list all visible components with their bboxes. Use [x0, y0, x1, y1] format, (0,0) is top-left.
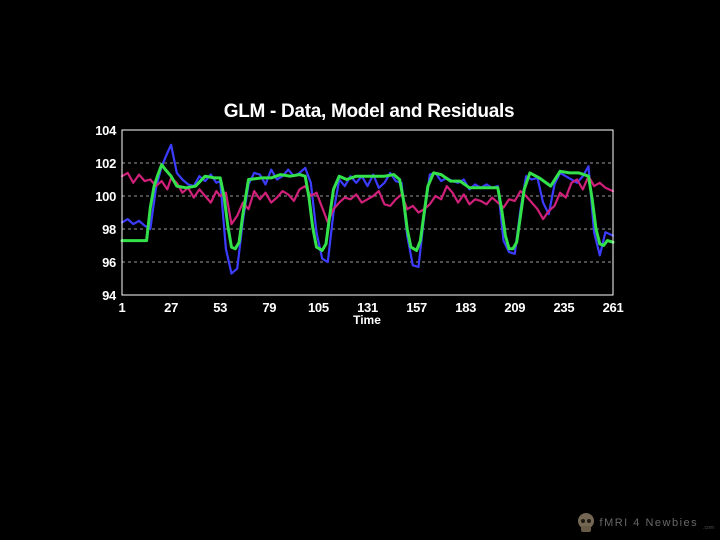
x-tick-label: 261	[603, 300, 624, 315]
series-line-1	[120, 143, 615, 275]
watermark-sub: .com	[703, 525, 714, 531]
grid-lines	[122, 162, 613, 263]
chart-title: GLM - Data, Model and Residuals	[224, 101, 515, 122]
y-tick-label: 98	[102, 222, 116, 237]
y-axis-ticks: 94 96 98 100 102 104	[95, 123, 117, 303]
x-tick-label: 235	[554, 300, 575, 315]
x-tick-label: 105	[308, 300, 329, 315]
series-layer	[120, 143, 615, 275]
x-axis-label: Time	[353, 313, 381, 327]
watermark: fMRI 4 Newbies .com	[576, 512, 714, 534]
series-line-3	[120, 163, 615, 252]
y-tick-label: 104	[95, 123, 117, 138]
y-tick-label: 102	[95, 156, 116, 171]
plot-frame	[121, 129, 614, 296]
y-tick-label: 100	[95, 189, 116, 204]
watermark-text: fMRI 4 Newbies	[599, 517, 699, 529]
x-tick-label: 131	[357, 300, 378, 315]
x-tick-label: 53	[213, 300, 227, 315]
x-axis-ticks: 1 27 53 79 105 131 157 183 209 235 261	[119, 300, 624, 315]
x-tick-label: 157	[406, 300, 427, 315]
x-tick-label: 79	[262, 300, 276, 315]
x-tick-label: 27	[164, 300, 178, 315]
series-line-2	[120, 171, 615, 226]
x-tick-label: 1	[119, 300, 126, 315]
x-tick-label: 209	[504, 300, 525, 315]
skull-icon	[577, 513, 594, 532]
y-tick-label: 94	[102, 288, 117, 303]
y-tick-label: 96	[102, 255, 116, 270]
x-tick-label: 183	[455, 300, 476, 315]
